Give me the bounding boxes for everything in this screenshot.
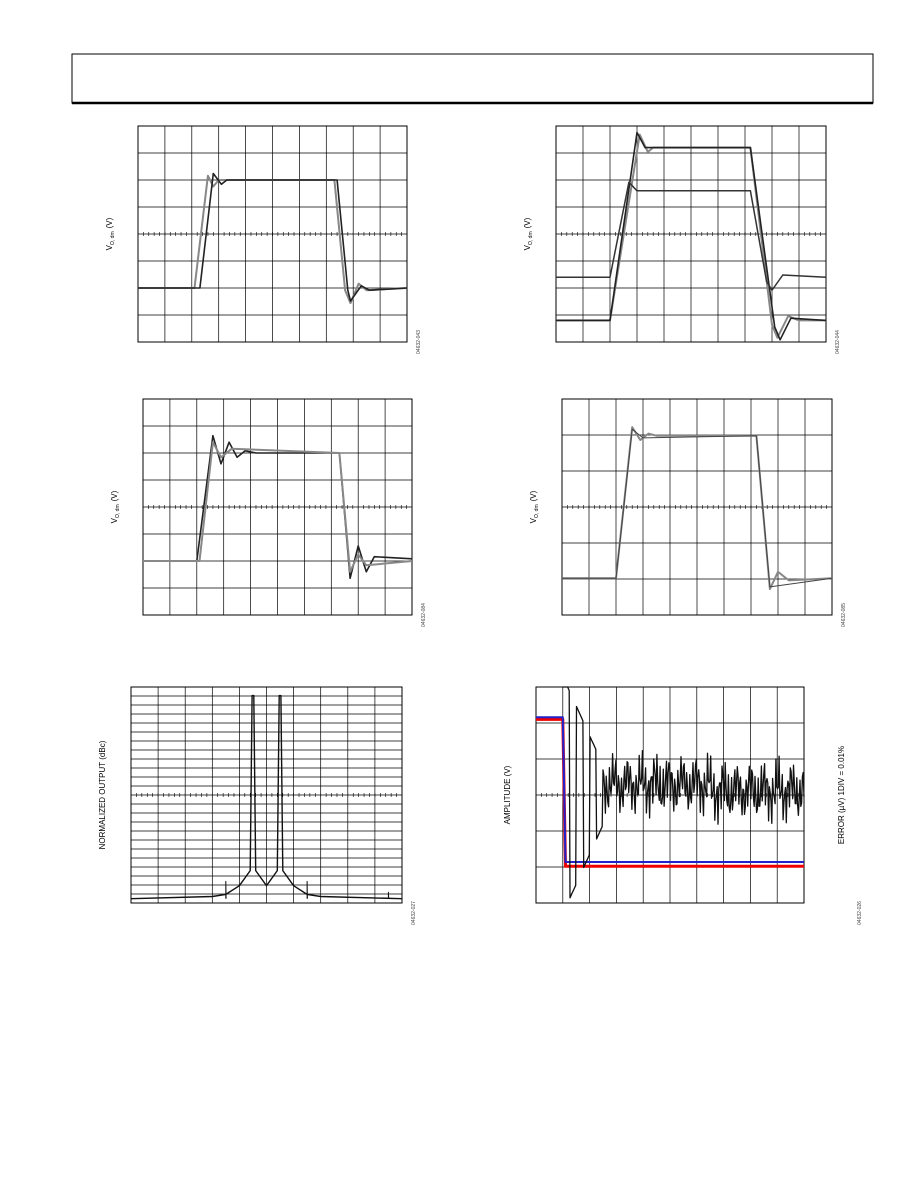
y2-axis-label: ERROR (µV) 1DIV = 0.01% [837, 746, 846, 844]
figure: VO, dm (V) 04632-043 [105, 125, 422, 354]
label-unit: (V) [105, 217, 114, 228]
label-base: V [523, 244, 532, 250]
label-sub: O, dm [528, 231, 534, 245]
waveform [138, 172, 408, 302]
figure: VO, dm (V) 04632-044 [523, 125, 841, 354]
waveform [556, 181, 827, 291]
waveform [562, 686, 805, 899]
label-sub: O, dm [534, 504, 540, 518]
y-axis-label: VO, dm (V) [110, 490, 121, 523]
y-axis-label: VO, dm (V) [523, 217, 534, 250]
waveform [130, 694, 403, 900]
waveform [143, 441, 413, 573]
waveform [556, 131, 827, 341]
waveform [562, 428, 833, 588]
label-base: V [110, 517, 119, 523]
waveform [536, 716, 804, 863]
label-base: V [529, 517, 538, 523]
figure-id: 04632-026 [857, 901, 863, 925]
label-base: V [105, 244, 114, 250]
y-axis-label: VO, dm (V) [105, 217, 116, 250]
figure-id: 04632-044 [835, 330, 841, 354]
label-unit: (V) [523, 217, 532, 228]
label-sub: O, dm [110, 231, 116, 245]
y-axis-label: NORMALIZED OUTPUT (dBc) [98, 740, 107, 849]
figure-id: 04632-084 [421, 603, 427, 627]
figure-id: 04632-043 [416, 330, 422, 354]
figure-id: 04632-027 [411, 901, 417, 925]
label-unit: (V) [529, 490, 538, 501]
figure: VO, dm (V) 04632-085 [529, 398, 847, 627]
figure: VO, dm (V) 04632-084 [110, 398, 427, 627]
header-box [71, 53, 874, 104]
figure: AMPLITUDE (V) ERROR (µV) 1DIV = 0.01% 0463… [503, 686, 863, 925]
y-axis-label: VO, dm (V) [529, 490, 540, 523]
figure-id: 04632-085 [841, 603, 847, 627]
label-sub: O, dm [115, 504, 121, 518]
label-unit: (V) [110, 490, 119, 501]
waveform [143, 434, 413, 580]
y-axis-label: AMPLITUDE (V) [503, 765, 512, 824]
figure: NORMALIZED OUTPUT (dBc) 04632-027 [98, 686, 417, 925]
